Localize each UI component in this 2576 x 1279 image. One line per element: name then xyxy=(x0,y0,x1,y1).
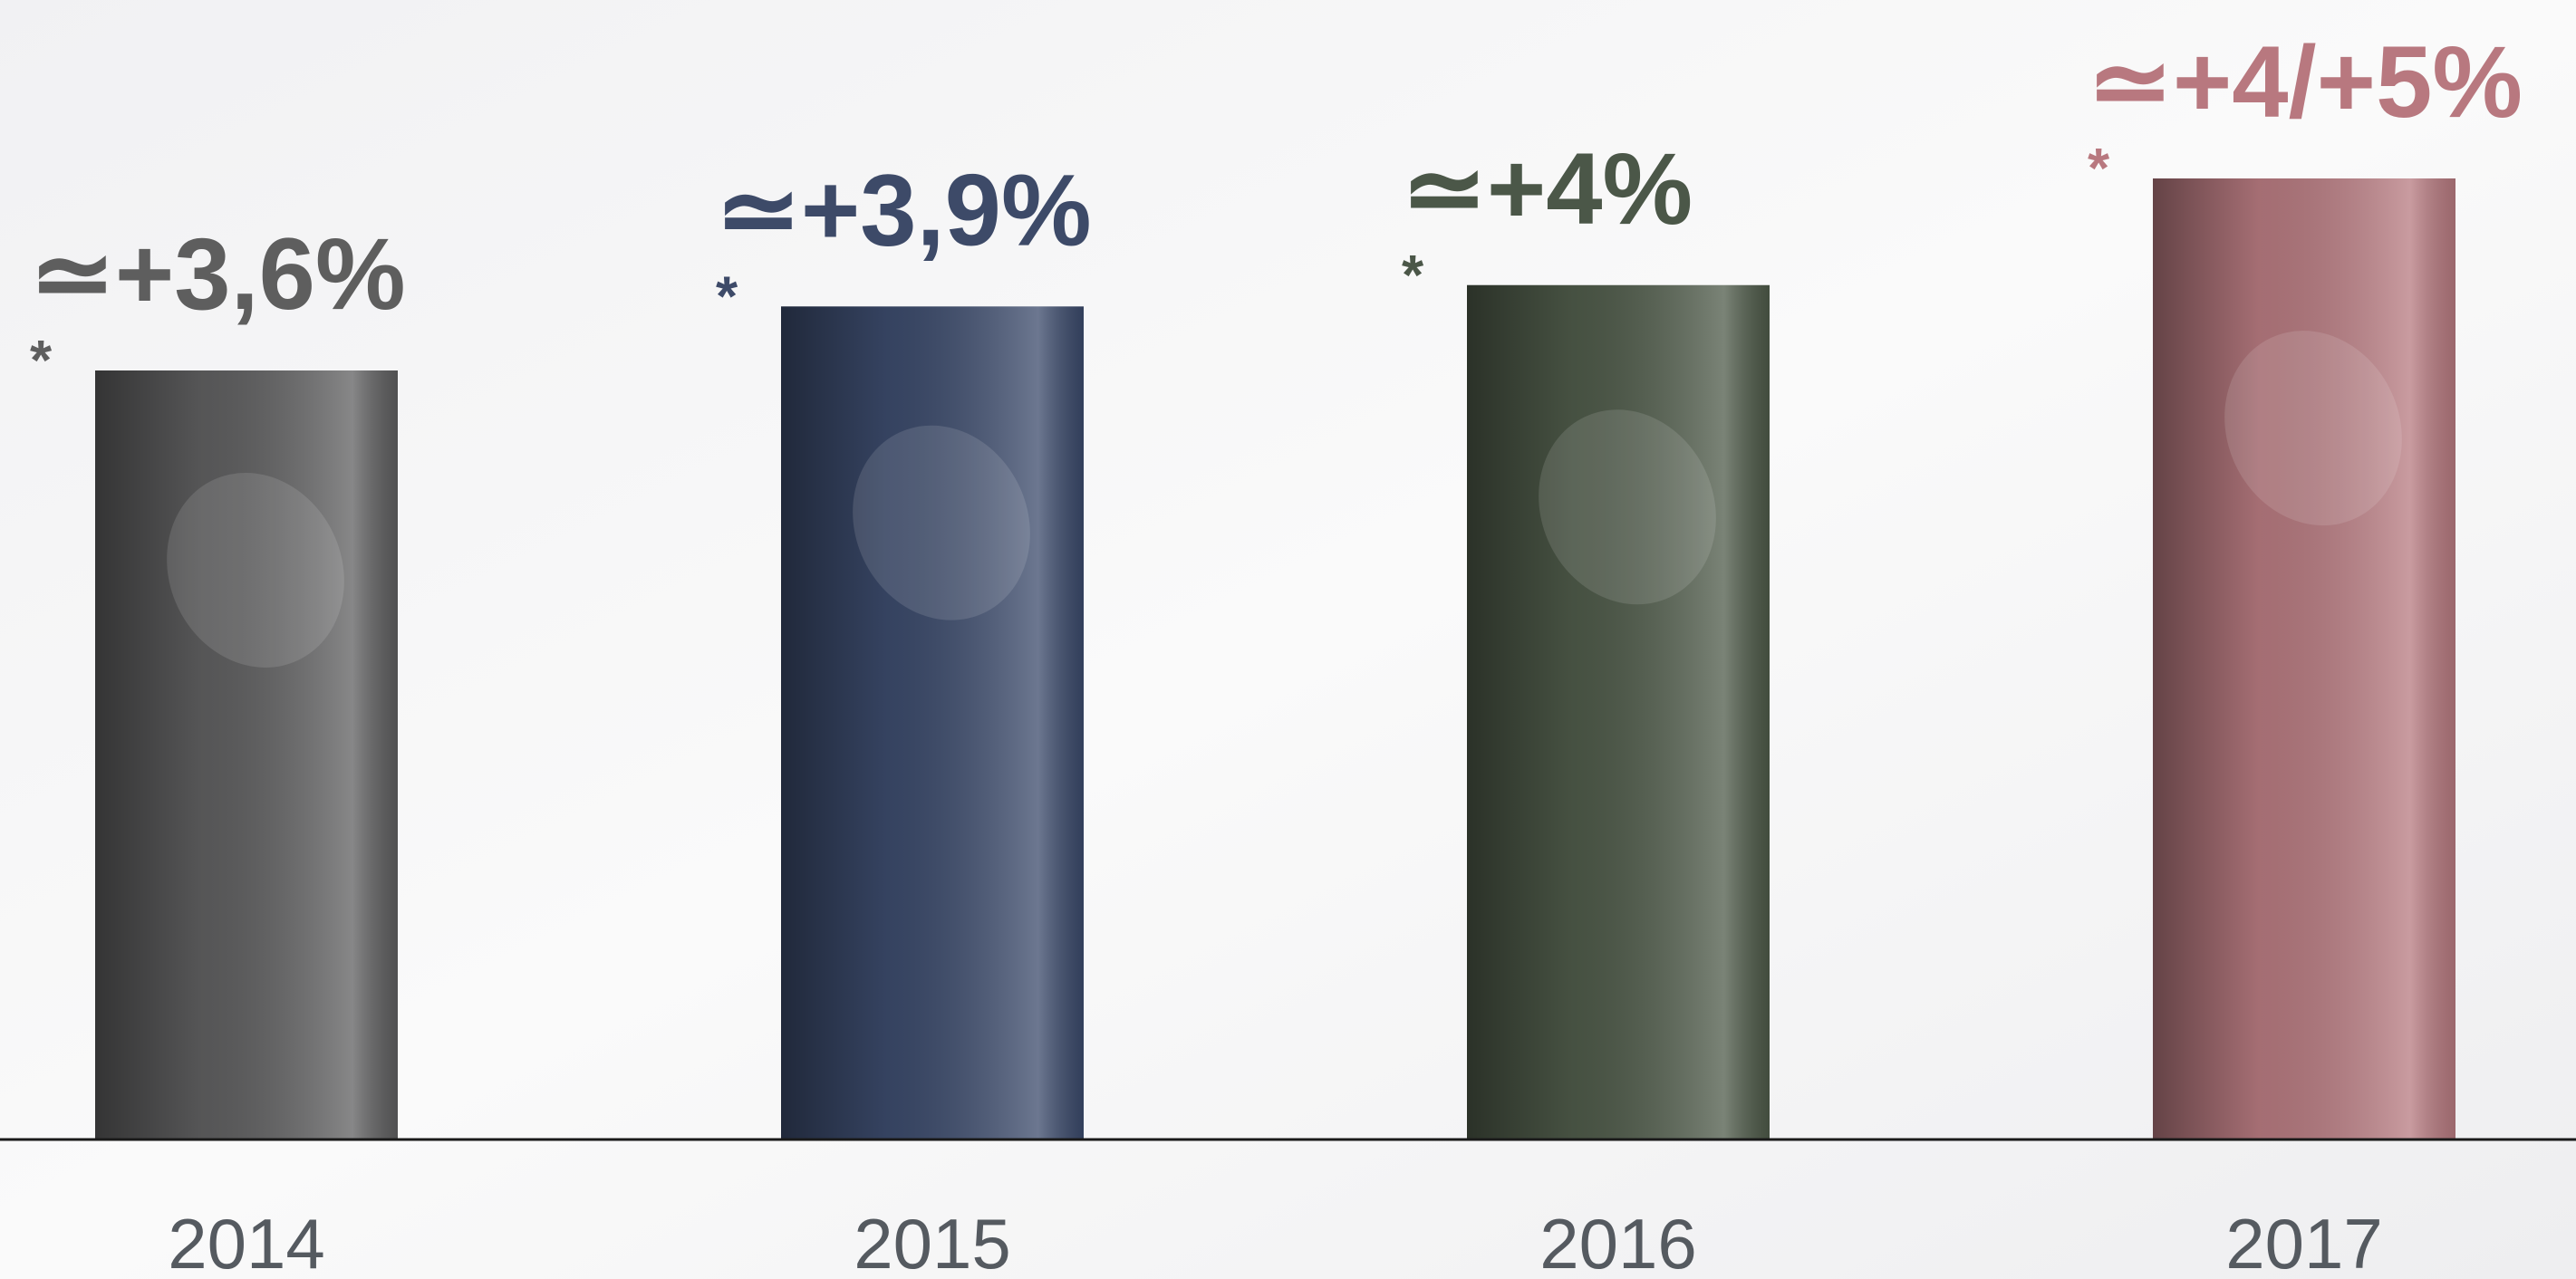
value-label-marker: * xyxy=(1402,245,1424,307)
value-label: ≃+4/+5% xyxy=(2088,25,2523,139)
x-tick-label: 2016 xyxy=(1539,1204,1697,1279)
chart: *≃+3,6%2014*≃+3,9%2015*≃+4%2016*≃+4/+5%2… xyxy=(0,0,2576,1279)
bar-shading xyxy=(2153,178,2455,1139)
value-label-marker: * xyxy=(30,330,53,392)
page: {"chart_data": {"type": "bar", "categori… xyxy=(0,0,2576,1279)
x-tick-label: 2017 xyxy=(2225,1204,2383,1279)
value-label: ≃+3,9% xyxy=(716,153,1092,266)
x-tick-label: 2015 xyxy=(854,1204,1011,1279)
x-tick-label: 2014 xyxy=(168,1204,325,1279)
value-label-marker: * xyxy=(2088,138,2110,200)
value-label-marker: * xyxy=(716,265,738,328)
value-label: ≃+4% xyxy=(1402,132,1693,245)
value-label: ≃+3,6% xyxy=(30,217,406,331)
